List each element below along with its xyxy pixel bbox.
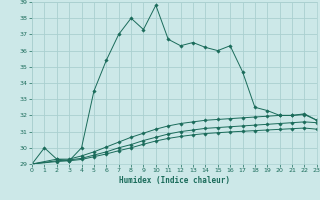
X-axis label: Humidex (Indice chaleur): Humidex (Indice chaleur) [119,176,230,185]
